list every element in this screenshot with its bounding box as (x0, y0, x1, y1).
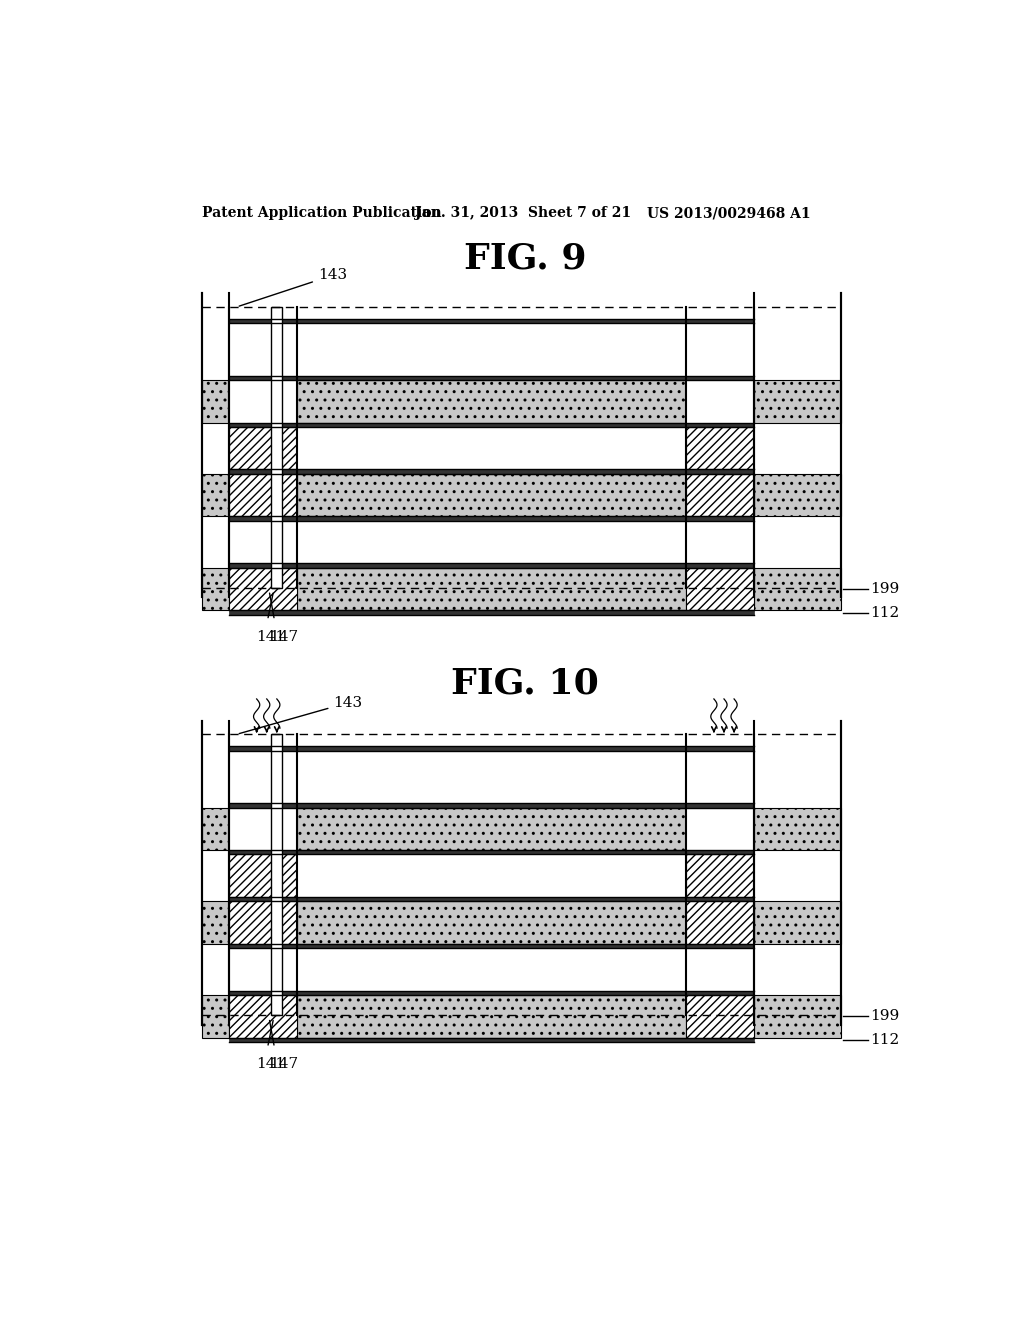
Bar (755, 568, 841, 610)
Bar (202, 323, 228, 376)
Text: Jan. 31, 2013  Sheet 7 of 21: Jan. 31, 2013 Sheet 7 of 21 (415, 206, 631, 220)
Bar (228, 474, 297, 516)
Bar (755, 428, 841, 470)
Bar (271, 308, 283, 589)
Bar (228, 323, 755, 376)
Bar (228, 422, 755, 428)
Bar (755, 751, 841, 803)
Bar (202, 521, 228, 564)
Bar (755, 995, 841, 1038)
Bar (228, 803, 755, 808)
Bar (202, 428, 228, 470)
Bar (228, 521, 755, 564)
Bar (202, 751, 228, 803)
Bar (755, 948, 841, 991)
Bar (297, 995, 686, 1038)
Bar (755, 902, 841, 944)
Bar (297, 854, 686, 896)
Bar (228, 1038, 755, 1043)
Bar (228, 896, 755, 902)
Bar (202, 995, 228, 1038)
Bar (686, 902, 755, 944)
Bar (202, 721, 841, 1024)
Text: 112: 112 (870, 606, 900, 619)
Bar (297, 808, 686, 850)
Bar (202, 854, 228, 896)
Text: 143: 143 (240, 268, 347, 306)
Text: 199: 199 (870, 582, 900, 595)
Bar (228, 516, 755, 521)
Bar (202, 948, 228, 991)
Text: 147: 147 (269, 1057, 298, 1071)
Bar (228, 991, 755, 995)
Bar (297, 428, 686, 470)
Bar (202, 380, 228, 422)
Bar (686, 428, 755, 470)
Bar (297, 902, 686, 944)
Bar (686, 808, 755, 850)
Bar (228, 470, 755, 474)
Bar (686, 854, 755, 896)
Bar (228, 746, 755, 751)
Bar (686, 474, 755, 516)
Bar (202, 474, 228, 516)
Bar (228, 902, 297, 944)
Text: 147: 147 (269, 630, 298, 644)
Bar (228, 995, 297, 1038)
Bar (271, 734, 283, 1015)
Bar (228, 380, 297, 422)
Bar (202, 293, 841, 597)
Text: 199: 199 (870, 1010, 900, 1023)
Bar (228, 850, 755, 854)
Bar (686, 380, 755, 422)
Bar (228, 944, 755, 948)
Text: 112: 112 (870, 1034, 900, 1047)
Bar (228, 568, 297, 610)
Bar (202, 808, 228, 850)
Bar (202, 902, 228, 944)
Bar (755, 474, 841, 516)
Bar (755, 380, 841, 422)
Bar (297, 380, 686, 422)
Bar (297, 474, 686, 516)
Text: FIG. 9: FIG. 9 (464, 242, 586, 276)
Bar (228, 610, 755, 615)
Bar (228, 948, 755, 991)
Bar (755, 323, 841, 376)
Text: US 2013/0029468 A1: US 2013/0029468 A1 (647, 206, 811, 220)
Bar (228, 318, 755, 323)
Bar (686, 568, 755, 610)
Bar (228, 428, 297, 470)
Bar (755, 521, 841, 564)
Bar (755, 808, 841, 850)
Text: Patent Application Publication: Patent Application Publication (202, 206, 441, 220)
Bar (228, 564, 755, 568)
Text: 141: 141 (256, 1057, 285, 1071)
Bar (228, 808, 297, 850)
Bar (297, 568, 686, 610)
Text: 141: 141 (256, 630, 285, 644)
Bar (228, 376, 755, 380)
Bar (228, 751, 755, 803)
Text: FIG. 10: FIG. 10 (451, 667, 599, 701)
Bar (686, 995, 755, 1038)
Text: 143: 143 (240, 696, 362, 734)
Bar (202, 568, 228, 610)
Bar (755, 854, 841, 896)
Bar (228, 854, 297, 896)
